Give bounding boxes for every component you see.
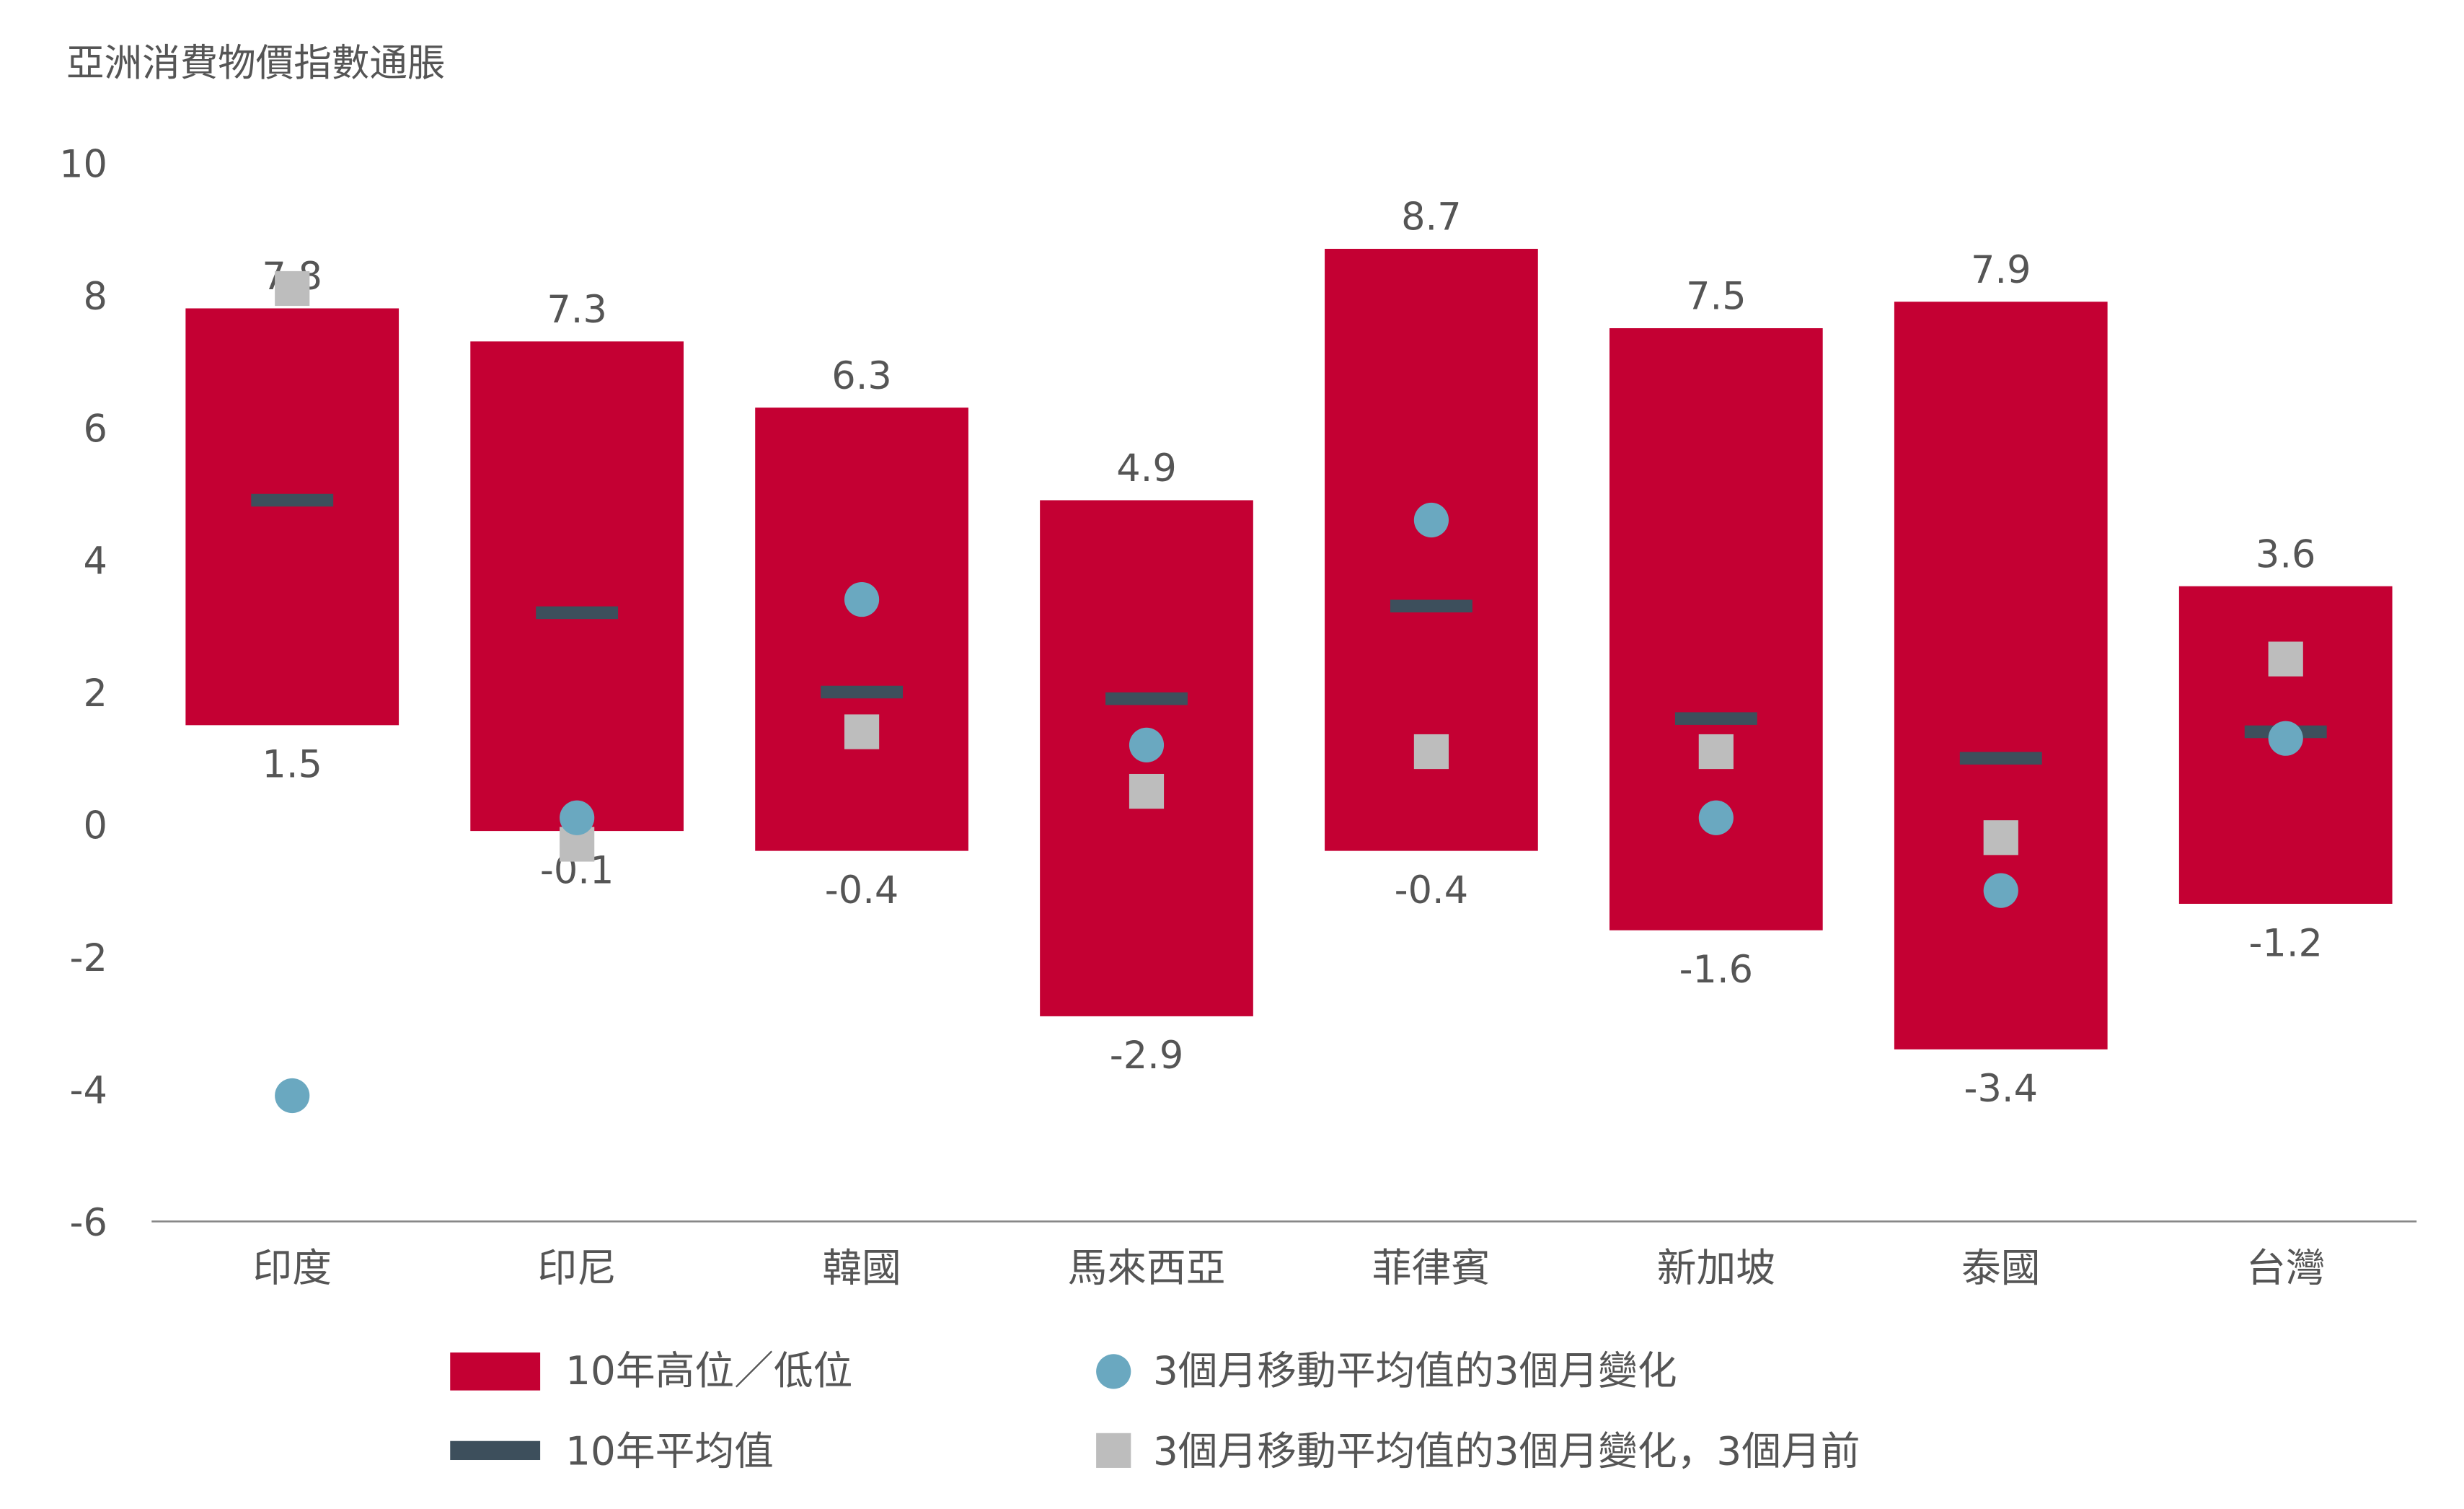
high-label: 3.6 (2256, 532, 2316, 576)
x-tick-label: 韓國 (822, 1244, 901, 1290)
square-marker (1983, 820, 2018, 855)
low-label: -0.4 (825, 868, 899, 912)
low-label: -0.4 (1395, 868, 1469, 912)
high-label: 8.7 (1401, 195, 1462, 239)
circle-marker (1698, 800, 1734, 835)
circle-marker (2268, 721, 2303, 756)
x-tick-label: 印度 (252, 1244, 332, 1290)
x-tick-label: 泰國 (1961, 1244, 2041, 1290)
legend-label: 10年平均值 (565, 1428, 774, 1474)
y-axis: 10 8 6 4 2 0 -2 -4 -6 (59, 142, 107, 1245)
y-tick-label: 6 (84, 407, 107, 451)
x-tick-label: 馬來西亞 (1068, 1244, 1226, 1290)
circle-marker (275, 1078, 310, 1114)
range-bar (1609, 328, 1823, 931)
x-tick-label: 台灣 (2246, 1244, 2326, 1290)
mean-marker (1390, 599, 1472, 613)
legend-swatch-circle (1096, 1354, 1131, 1389)
circle-marker (1983, 873, 2018, 908)
legend-swatch-square (1096, 1433, 1131, 1468)
high-label: 4.9 (1116, 446, 1177, 490)
mean-marker (536, 606, 619, 620)
legend-label: 3個月移動平均值的3個月變化，3個月前 (1153, 1428, 1860, 1474)
low-label: -1.6 (1679, 948, 1754, 992)
y-tick-label: -2 (70, 936, 107, 980)
x-tick-label: 菲律賓 (1372, 1244, 1491, 1290)
low-label: -1.2 (2248, 921, 2323, 965)
square-marker (1129, 773, 1165, 809)
high-label: 7.3 (547, 288, 607, 332)
legend-swatch-mean (450, 1440, 541, 1461)
y-tick-label: 10 (59, 142, 107, 186)
square-marker (275, 270, 310, 307)
legend: 10年高位／低位 10年平均值 3個月移動平均值的3個月變化 3個月移動平均值的3個月… (450, 1347, 1860, 1474)
low-label: 1.5 (262, 743, 322, 787)
square-marker (844, 714, 880, 749)
range-bar (470, 341, 684, 832)
y-tick-label: 4 (84, 540, 107, 584)
y-tick-label: -4 (70, 1069, 107, 1113)
low-label: -2.9 (1110, 1034, 1184, 1078)
x-tick-label: 印尼 (537, 1244, 617, 1290)
circle-marker (1129, 727, 1165, 762)
circle-marker (844, 581, 880, 617)
mean-marker (821, 685, 904, 699)
high-label: 6.3 (831, 354, 892, 398)
mean-marker (251, 493, 334, 507)
mean-marker (1674, 712, 1757, 725)
mean-marker (1959, 752, 2042, 765)
y-tick-label: 8 (84, 275, 107, 319)
range-bar (185, 308, 399, 726)
square-marker (2268, 641, 2303, 677)
plot-area: 7.81.5印度7.3-0.1印尼6.3-0.4韓國4.9-2.9馬來西亞8.7… (185, 195, 2393, 1290)
mean-marker (1105, 692, 1188, 705)
square-marker (1698, 734, 1734, 770)
circle-marker (560, 800, 595, 835)
legend-swatch-range (450, 1352, 541, 1391)
high-label: 7.9 (1971, 248, 2031, 292)
y-tick-label: 2 (84, 672, 107, 716)
legend-label: 10年高位／低位 (565, 1347, 852, 1394)
high-label: 7.5 (1686, 275, 1747, 319)
x-tick-label: 新加坡 (1657, 1244, 1775, 1290)
circle-marker (1413, 502, 1449, 538)
square-marker (1413, 734, 1449, 770)
y-tick-label: 0 (84, 804, 107, 848)
y-tick-label: -6 (70, 1201, 107, 1245)
legend-label: 3個月移動平均值的3個月變化 (1153, 1347, 1677, 1394)
chart-title: 亞洲消費物價指數通脹 (66, 41, 445, 85)
range-bar (755, 408, 968, 851)
low-label: -3.4 (1964, 1067, 2039, 1111)
range-bar (1894, 302, 2108, 1050)
